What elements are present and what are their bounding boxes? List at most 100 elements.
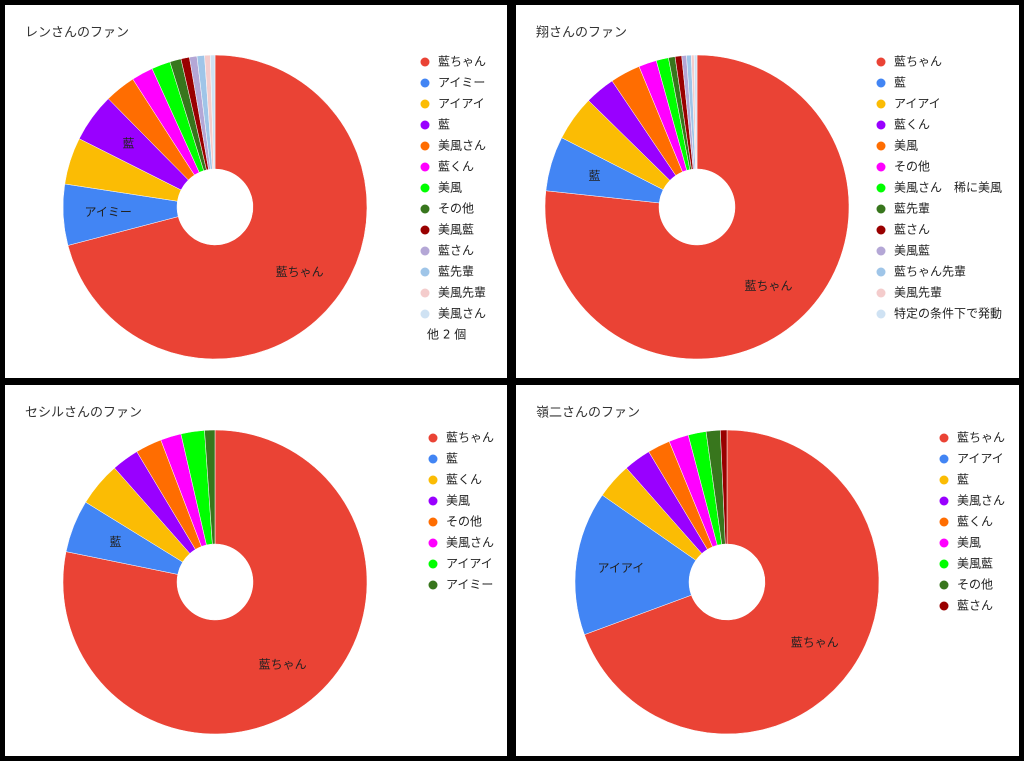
legend-marker — [420, 204, 430, 214]
chart-title: 嶺二さんのファン — [536, 406, 640, 421]
slice-label: アイアイ — [597, 561, 644, 575]
legend-marker — [428, 433, 438, 443]
legend-marker — [939, 580, 949, 590]
legend-marker — [876, 309, 886, 319]
legend-label: 藍 — [446, 452, 458, 466]
legend-marker — [939, 475, 949, 485]
legend-marker — [876, 183, 886, 193]
legend-marker — [420, 246, 430, 256]
legend-marker — [939, 538, 949, 548]
slice-label: 藍 — [122, 137, 134, 151]
legend-marker — [876, 204, 886, 214]
legend-marker — [420, 120, 430, 130]
legend-label: アイアイ — [438, 97, 485, 111]
legend-label: 藍くん — [894, 118, 930, 132]
legend-marker — [876, 288, 886, 298]
legend-label: 美風さん — [438, 139, 486, 153]
legend-marker — [420, 78, 430, 88]
legend-label: 美風さん 稀に美風 — [894, 181, 1002, 195]
legend-label: 美風先輩 — [438, 285, 486, 300]
legend-label: 藍ちゃん — [446, 431, 494, 445]
legend-label: アイミー — [446, 578, 493, 592]
legend-marker — [428, 496, 438, 506]
legend-label: 藍くん — [446, 473, 482, 487]
slice — [204, 429, 216, 545]
legend-marker — [939, 496, 949, 506]
legend-label: その他 — [894, 160, 930, 174]
legend-marker — [876, 162, 886, 172]
slice-label: 藍 — [110, 535, 122, 549]
legend-label: 藍さん — [438, 244, 474, 258]
legend-marker — [428, 454, 438, 464]
legend-label: 美風さん — [446, 536, 494, 550]
legend-label: 美風藍 — [438, 223, 474, 237]
legend-label: その他 — [957, 578, 993, 592]
legend-marker — [428, 580, 438, 590]
slice-label: 藍ちゃん — [744, 279, 792, 293]
legend-label: アイアイ — [446, 557, 493, 571]
legend-more: 他 2 個 — [427, 328, 466, 342]
legend-label: その他 — [446, 515, 482, 529]
legend-label: 美風 — [894, 139, 918, 153]
legend-label: 藍 — [894, 76, 906, 90]
legend-label: 藍ちゃん — [438, 55, 486, 69]
legend-label: アイアイ — [957, 452, 1004, 466]
legend-label: 藍さん — [894, 223, 930, 237]
legend-marker — [939, 517, 949, 527]
legend-label: アイミー — [438, 76, 485, 90]
legend-marker — [428, 475, 438, 485]
chart-panel: 嶺二さんのファン藍ちゃん藍ちゃんアイアイアイアイ藍美風さん藍くん美風美風藍その他… — [516, 385, 1019, 756]
legend-marker — [876, 78, 886, 88]
legend-marker — [876, 267, 886, 277]
legend-marker — [939, 454, 949, 464]
legend-label: 美風さん — [438, 307, 486, 321]
legend-label: 藍くん — [957, 515, 993, 529]
legend-marker — [428, 559, 438, 569]
legend-marker — [876, 246, 886, 256]
legend-label: 美風藍 — [957, 557, 993, 571]
legend-label: 美風さん — [957, 494, 1005, 508]
legend-label: 藍さん — [957, 599, 993, 613]
legend-marker — [939, 601, 949, 611]
legend-marker — [876, 141, 886, 151]
legend-label: 特定の条件下で発動 — [894, 306, 1002, 321]
legend-label: 藍 — [438, 118, 450, 132]
slice-label: 藍ちゃん — [259, 657, 307, 671]
slice — [62, 429, 368, 735]
legend-label: 美風先輩 — [894, 285, 942, 300]
legend-label: 美風 — [957, 536, 981, 550]
slice — [209, 54, 216, 170]
legend-marker — [420, 162, 430, 172]
legend-marker — [420, 288, 430, 298]
slice — [544, 54, 850, 360]
legend-label: 藍先輩 — [894, 201, 930, 216]
legend-marker — [420, 309, 430, 319]
legend-label: 藍ちゃん — [894, 55, 942, 69]
legend-marker — [420, 57, 430, 67]
slice — [720, 429, 728, 545]
slice — [67, 54, 368, 360]
legend-marker — [420, 267, 430, 277]
slice-label: 藍ちゃん — [276, 265, 324, 279]
legend-marker — [428, 538, 438, 548]
legend-marker — [428, 517, 438, 527]
slice — [693, 54, 698, 170]
legend-label: 藍ちゃん先輩 — [894, 264, 966, 279]
legend-label: 美風 — [446, 494, 470, 508]
slice-label: アイミー — [84, 205, 131, 219]
legend-marker — [876, 120, 886, 130]
legend-label: 藍ちゃん — [957, 431, 1005, 445]
chart-title: レンさんのファン — [25, 26, 129, 41]
legend-marker — [420, 183, 430, 193]
legend-marker — [876, 57, 886, 67]
legend-marker — [939, 559, 949, 569]
legend-label: 藍 — [957, 473, 969, 487]
chart-title: セシルさんのファン — [25, 406, 142, 421]
slice — [574, 494, 697, 635]
legend-marker — [420, 141, 430, 151]
legend-label: 美風 — [438, 181, 462, 195]
legend-marker — [939, 433, 949, 443]
